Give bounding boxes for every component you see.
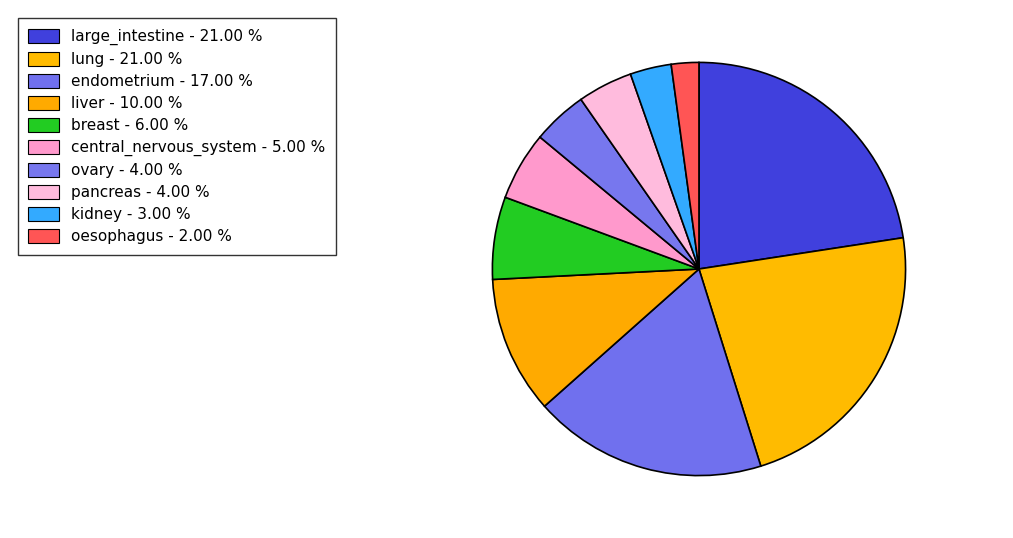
- Wedge shape: [672, 62, 699, 269]
- Legend: large_intestine - 21.00 %, lung - 21.00 %, endometrium - 17.00 %, liver - 10.00 : large_intestine - 21.00 %, lung - 21.00 …: [18, 18, 336, 255]
- Wedge shape: [580, 74, 699, 269]
- Wedge shape: [505, 137, 699, 269]
- Wedge shape: [492, 269, 699, 406]
- Wedge shape: [540, 100, 699, 269]
- Wedge shape: [545, 269, 761, 476]
- Wedge shape: [699, 62, 904, 269]
- Wedge shape: [630, 65, 699, 269]
- Wedge shape: [699, 238, 906, 466]
- Wedge shape: [492, 197, 699, 279]
